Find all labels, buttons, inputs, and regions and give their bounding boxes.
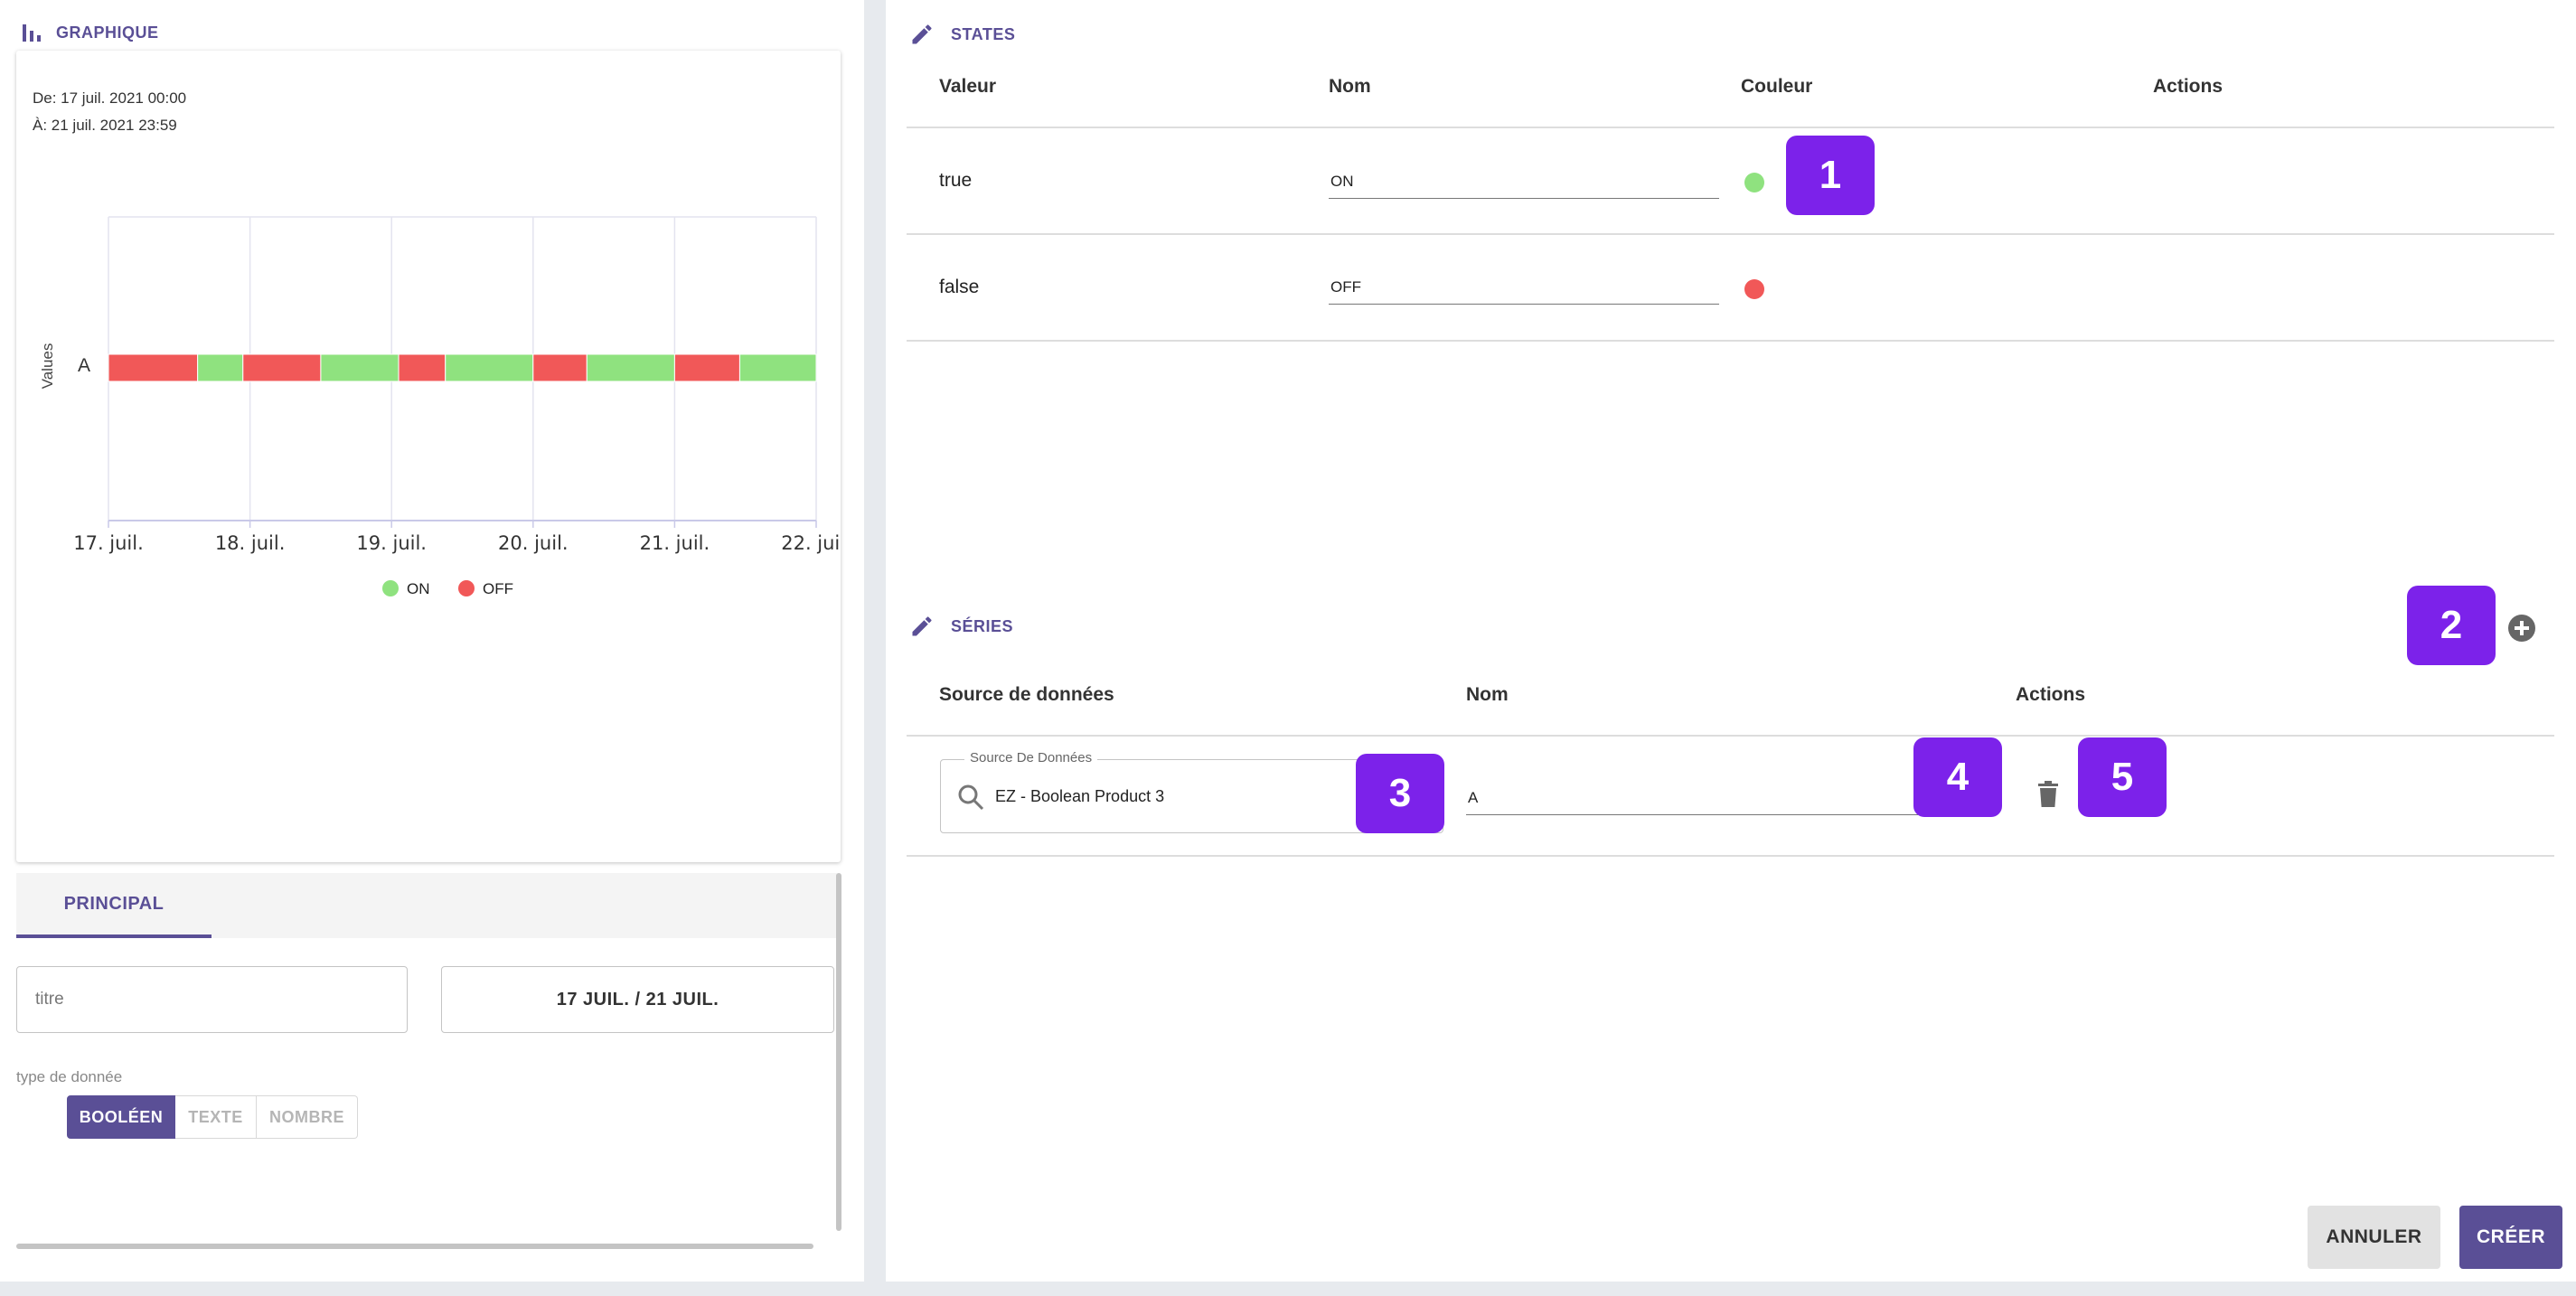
datasource-value: EZ - Boolean Product 3 [995,787,1165,805]
state-segment-off [532,353,588,382]
state-segment-off [398,353,447,382]
state-segment-on [445,353,534,382]
divider [907,735,2554,737]
state-segment-on [586,353,675,382]
callout-badge-5: 5 [2078,737,2167,817]
series-header-actions: Actions [2016,684,2086,705]
series-section-title: SÉRIES [951,616,1014,635]
y-category-label: A [78,355,90,376]
state-color-swatch-off[interactable] [1744,279,1764,299]
datatype-text-button[interactable]: TEXTE [175,1095,257,1139]
tab-bar: PRINCIPAL [16,873,837,938]
states-section-title: STATES [951,24,1016,43]
datatype-label: type de donnée [16,1068,123,1085]
x-tick-label: 22. juil. [781,532,841,554]
divider [907,233,2554,235]
x-tick-label: 18. juil. [215,532,286,554]
state-segment-on [738,353,817,382]
states-series-panel [886,0,2576,1282]
range-from: De: 17 juil. 2021 00:00 [33,89,187,107]
create-button[interactable]: CRÉER [2459,1206,2562,1269]
x-tick-label: 20. juil. [498,532,569,554]
pencil-icon [909,614,935,639]
state-color-swatch-on[interactable] [1744,173,1764,193]
series-section-header: SÉRIES [909,614,1013,639]
callout-badge-3: 3 [1356,754,1444,833]
chart-preview-card: De: 17 juil. 2021 00:00 À: 21 juil. 2021… [16,51,841,862]
legend-marker-on [382,580,399,596]
divider [907,855,2554,857]
title-field[interactable] [16,966,408,1033]
state-segment-on [197,353,244,382]
x-tick-label: 21. juil. [640,532,710,554]
state-name-input-off[interactable]: OFF [1329,268,1719,305]
x-tick-label: 19. juil. [356,532,427,554]
delete-series-icon[interactable] [2037,781,2059,812]
add-series-icon[interactable] [2507,614,2536,647]
states-section-header: STATES [909,22,1015,47]
legend-label-on: ON [407,580,430,597]
graph-section-header: GRAPHIQUE [22,23,159,42]
state-segment-off [108,353,199,382]
cancel-button[interactable]: ANNULER [2308,1206,2440,1269]
series-header-source: Source de données [939,684,1114,705]
callout-badge-1: 1 [1786,136,1875,215]
states-header-name: Nom [1329,76,1371,97]
state-name-input-on[interactable]: ON [1329,163,1719,199]
x-tick-label: 17. juil. [73,532,144,554]
bar-chart-icon [22,23,42,42]
state-value-false: false [939,277,980,297]
callout-badge-2: 2 [2407,586,2496,665]
datatype-number-button[interactable]: NOMBRE [257,1095,358,1139]
legend-marker-off [458,580,475,596]
y-axis-label: Values [39,343,56,390]
state-segment-off [242,353,322,382]
tab-principal[interactable]: PRINCIPAL [16,873,212,938]
graph-section-title: GRAPHIQUE [56,23,159,42]
series-name-input[interactable]: A [1466,777,1918,815]
divider [907,340,2554,342]
callout-badge-4: 4 [1913,737,2002,817]
states-header-actions: Actions [2153,76,2223,97]
search-icon [957,784,984,815]
chart-config-panel: GRAPHIQUE De: 17 juil. 2021 00:00 À: 21 … [0,0,864,1282]
state-timeline-chart: 17. juil. 18. juil. 19. juil. 20. juil. 21. … [39,216,841,597]
states-header-value: Valeur [939,76,997,97]
title-input[interactable] [17,967,407,1032]
state-segment-off [673,353,740,382]
date-range-button[interactable]: 17 JUIL. / 21 JUIL. [441,966,834,1033]
datatype-boolean-button[interactable]: BOOLÉEN [67,1095,175,1139]
vertical-scrollbar[interactable] [836,873,841,1231]
datasource-autocomplete[interactable]: Source De Données EZ - Boolean Product 3 [940,750,1443,833]
state-value-true: true [939,170,973,191]
state-segment-on [320,353,400,382]
divider [907,127,2554,128]
states-header-color: Couleur [1741,76,1813,97]
horizontal-scrollbar[interactable] [16,1244,813,1249]
pencil-icon [909,22,935,47]
legend-label-off: OFF [483,580,513,597]
range-to: À: 21 juil. 2021 23:59 [33,117,177,134]
datasource-field-label: Source De Données [964,750,1098,765]
series-header-name: Nom [1466,684,1509,705]
datatype-toggle-group: BOOLÉEN TEXTE NOMBRE [67,1095,358,1139]
